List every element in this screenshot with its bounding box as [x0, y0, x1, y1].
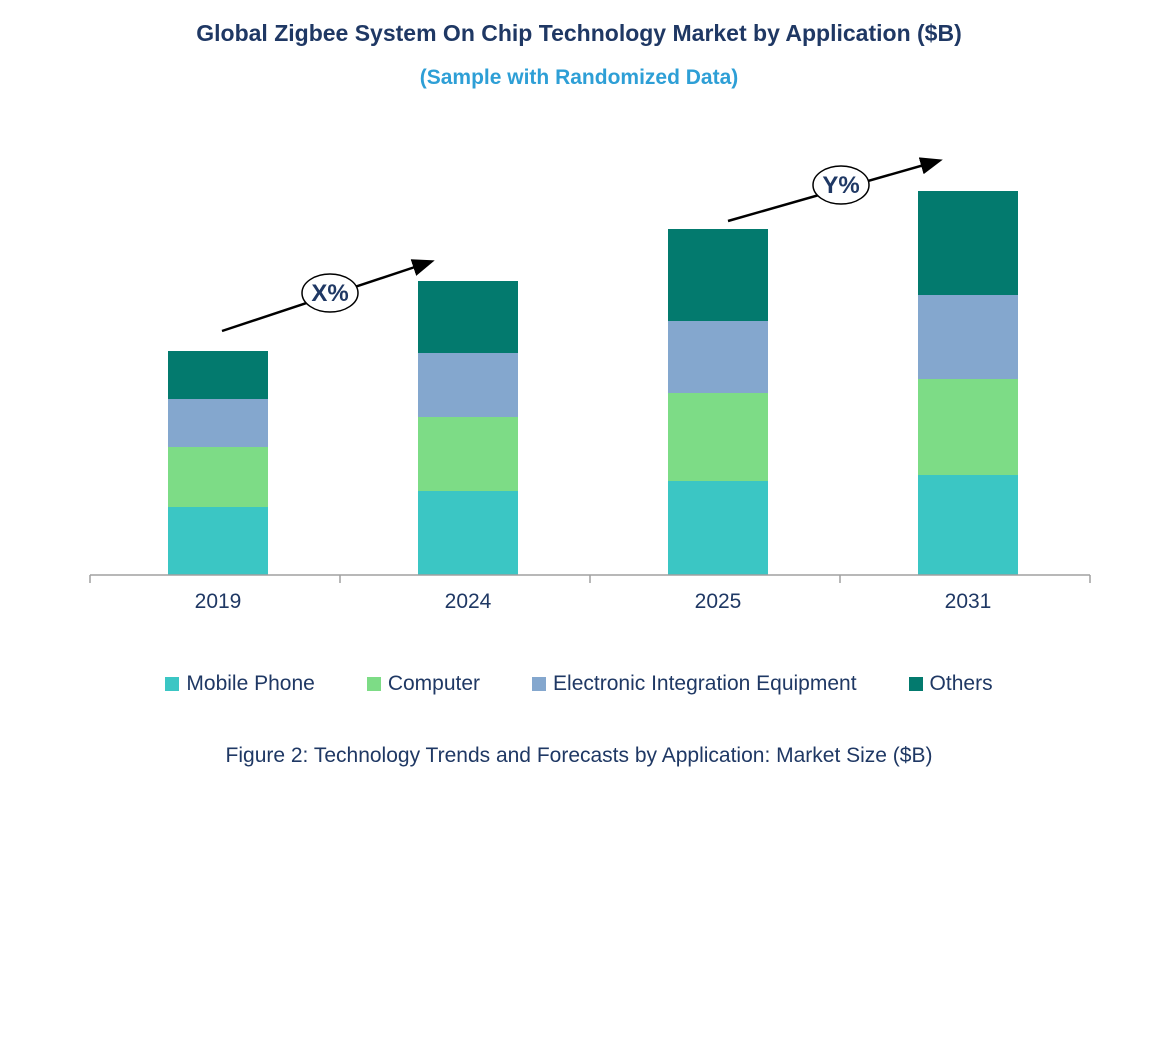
legend-swatch	[908, 677, 923, 691]
legend-item-electronic-integration-equipment: Electronic Integration Equipment	[532, 672, 857, 696]
growth-arrow-right	[727, 157, 943, 223]
bar-segment-2025-others	[668, 229, 768, 321]
bar-segment-2019-computer	[168, 447, 268, 507]
growth-arrow-left	[221, 259, 435, 333]
growth-label-right: Y%	[822, 172, 859, 199]
legend-swatch	[532, 677, 547, 691]
x-axis-label-2031: 2031	[944, 590, 992, 613]
x-axis-label-2024: 2024	[444, 590, 492, 613]
bar-segment-2031-electronic-integration-equipment	[918, 295, 1018, 379]
bar-segment-2019-others	[168, 351, 268, 399]
bar-segment-2031-mobile-phone	[918, 475, 1018, 575]
bar-segment-2024-computer	[418, 417, 518, 491]
chart-subtitle: (Sample with Randomized Data)	[419, 66, 739, 89]
legend: Mobile Phone Computer Electronic Integrati…	[0, 672, 1158, 696]
growth-badge-left	[301, 273, 359, 313]
plot-area: 2019 2024 2025 2031 X% Y%	[89, 157, 1091, 613]
x-axis-label-2025: 2025	[694, 590, 742, 613]
bar-segment-2025-mobile-phone	[668, 481, 768, 575]
legend-label: Others	[929, 672, 993, 695]
legend-item-others: Others	[908, 672, 993, 696]
legend-label: Computer	[387, 672, 481, 695]
bar-segment-2025-electronic-integration-equipment	[668, 321, 768, 393]
growth-badge-right	[812, 165, 870, 205]
bar-segment-2019-electronic-integration-equipment	[168, 399, 268, 447]
x-axis-label-2019: 2019	[194, 590, 242, 613]
legend-label: Electronic Integration Equipment	[553, 672, 857, 695]
legend-item-computer: Computer	[366, 672, 481, 696]
legend-swatch	[165, 677, 180, 691]
bar-segment-2019-mobile-phone	[168, 507, 268, 575]
figure-caption: Figure 2: Technology Trends and Forecast…	[225, 744, 933, 767]
bar-segment-2024-electronic-integration-equipment	[418, 353, 518, 417]
legend-swatch	[366, 677, 381, 691]
bar-segment-2031-others	[918, 191, 1018, 295]
growth-label-left: X%	[311, 280, 348, 307]
bar-segment-2024-mobile-phone	[418, 491, 518, 575]
legend-label: Mobile Phone	[186, 672, 315, 695]
bar-segment-2025-computer	[668, 393, 768, 481]
chart-title: Global Zigbee System On Chip Technology …	[196, 20, 962, 46]
bar-segment-2031-computer	[918, 379, 1018, 475]
legend-item-mobile-phone: Mobile Phone	[165, 672, 315, 696]
bar-segment-2024-others	[418, 281, 518, 353]
